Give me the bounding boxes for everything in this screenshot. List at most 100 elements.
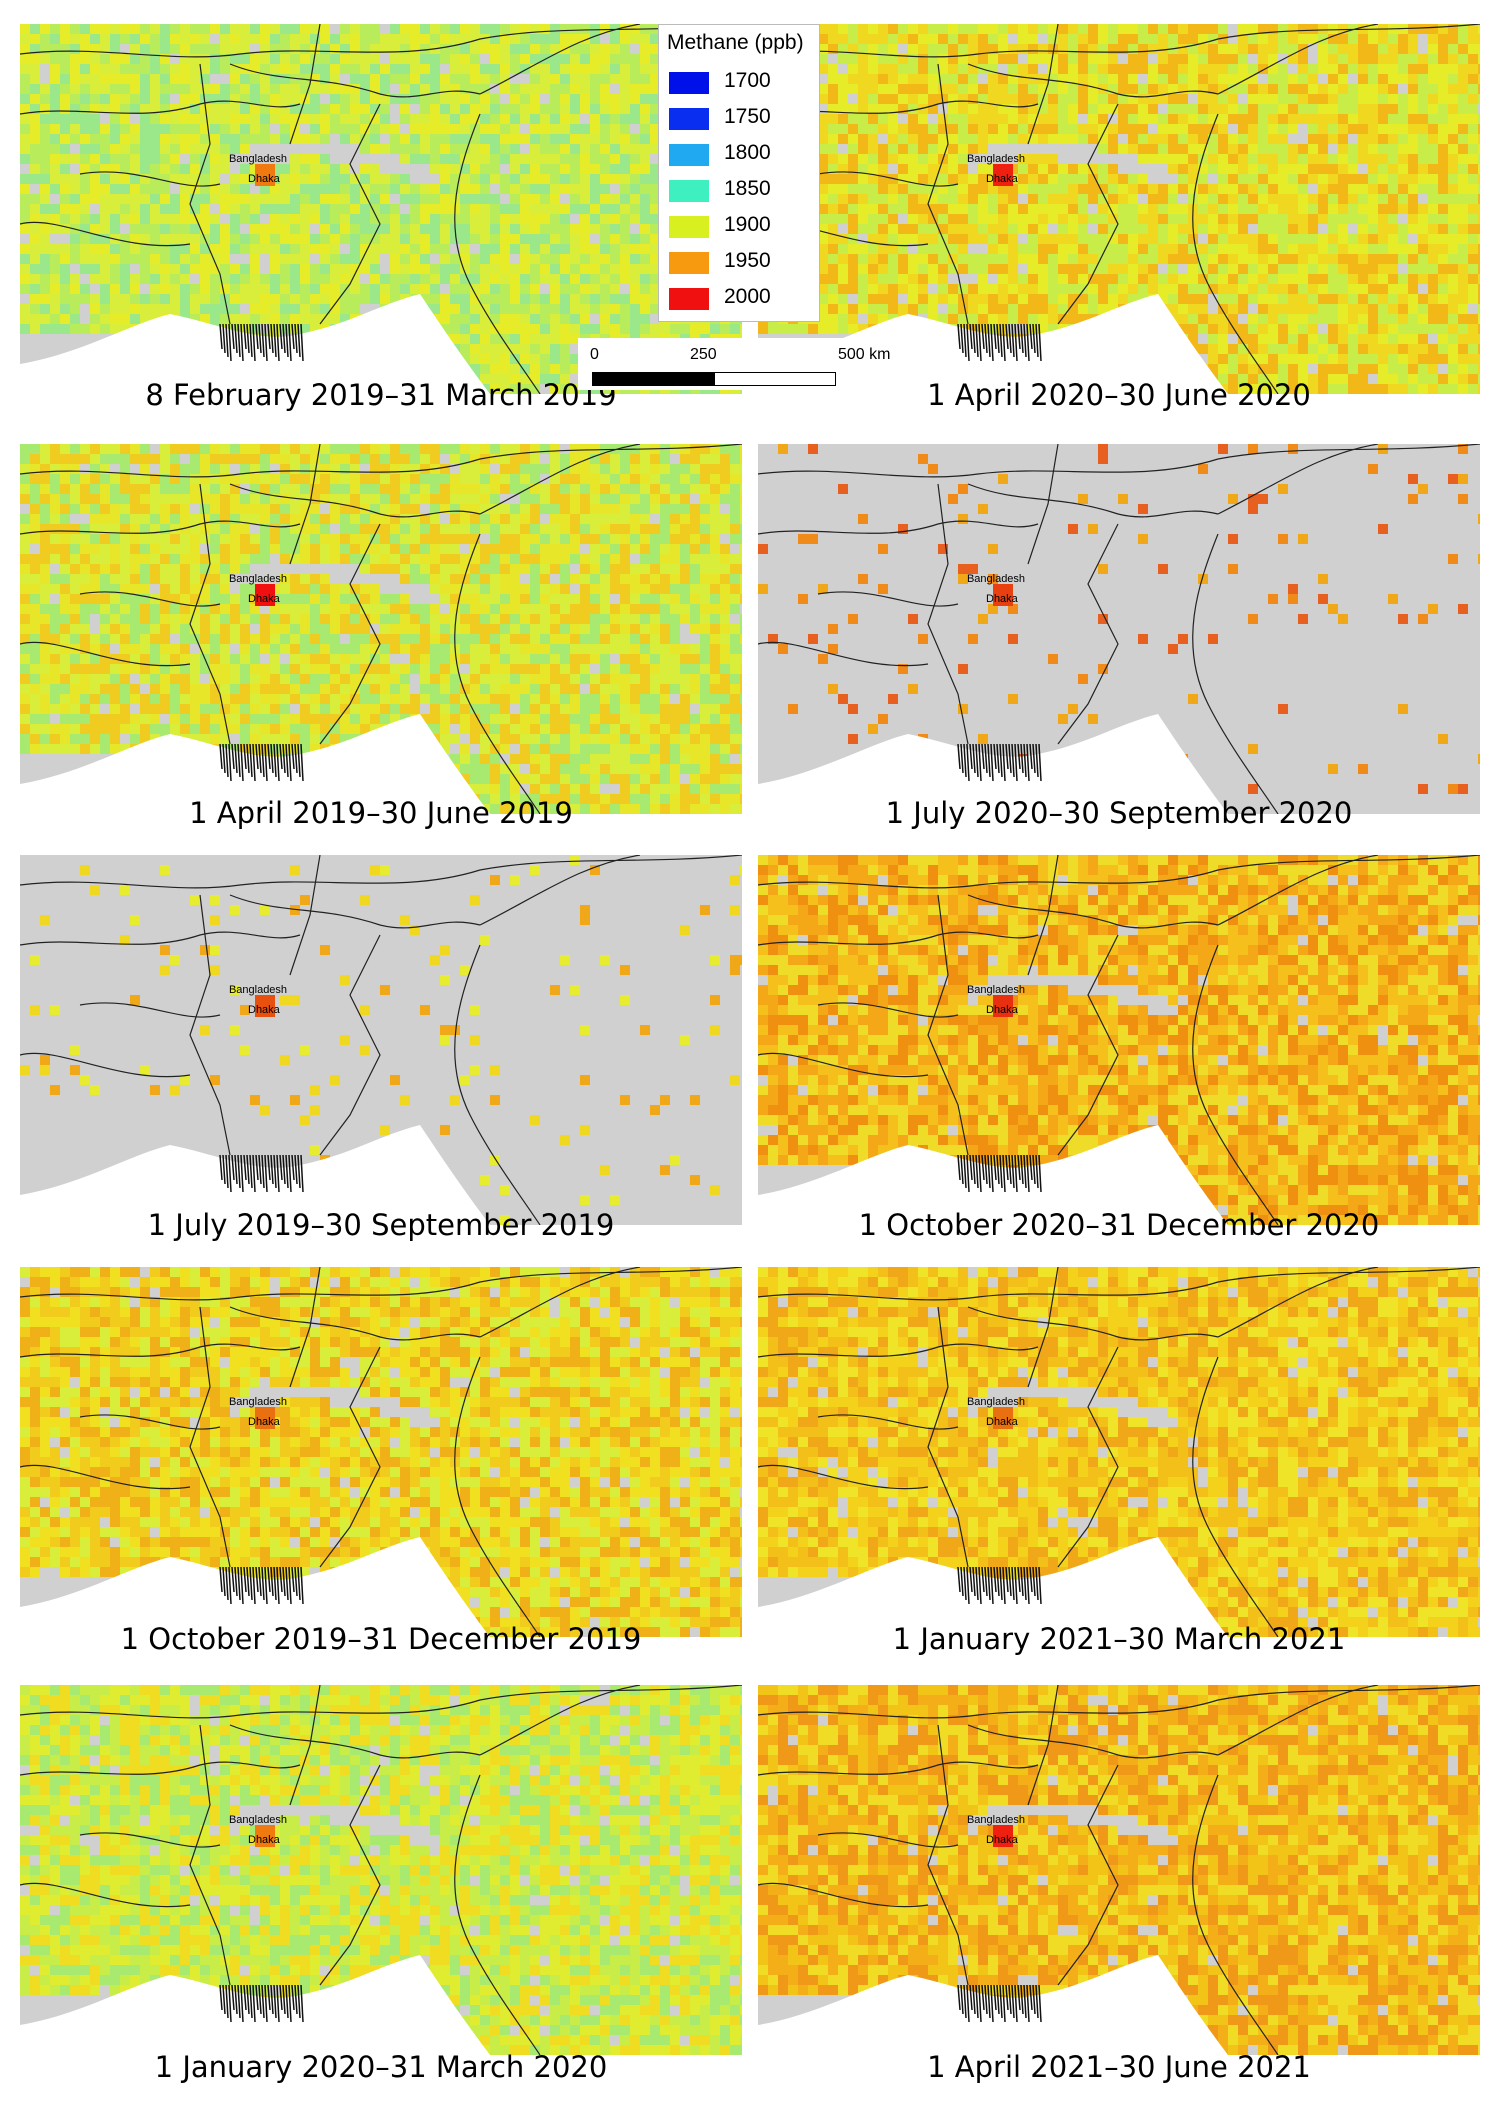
sundarbans-mark (963, 1984, 967, 2019)
border-line (927, 1724, 969, 1986)
panel-caption: 1 October 2020–31 December 2020 (858, 1208, 1380, 1242)
sundarbans-mark (240, 1984, 244, 2023)
sundarbans-mark (231, 1566, 235, 1593)
sundarbans-mark (1032, 1154, 1036, 1185)
sundarbans-mark (1032, 743, 1036, 774)
sundarbans-mark (255, 1984, 259, 2011)
border-line (289, 444, 321, 565)
panel-caption: 1 July 2019–30 September 2019 (147, 1208, 615, 1242)
sundarbans-mark (999, 1566, 1003, 1601)
border-line (758, 520, 1039, 535)
border-line (20, 1052, 191, 1078)
sundarbans-mark (993, 743, 997, 770)
border-line (319, 934, 381, 1156)
label-dhaka: Dhaka (986, 1416, 1019, 1428)
panel-caption: 1 April 2019–30 June 2019 (189, 796, 573, 830)
sundarbans-mark (1035, 1566, 1039, 1601)
sundarbans-mark (999, 1154, 1003, 1189)
border-line (20, 100, 301, 115)
border-line (454, 1356, 541, 1637)
sundarbans-mark (261, 323, 265, 358)
sundarbans-mark (255, 743, 259, 770)
sundarbans-mark (222, 1984, 226, 2015)
sundarbans-mark (1005, 1154, 1009, 1181)
label-bangladesh: Bangladesh (967, 1396, 1025, 1408)
sundarbans-mark (1014, 1566, 1018, 1605)
sundarbans-mark (282, 1566, 286, 1597)
panel-caption: 1 April 2020–30 June 2020 (927, 378, 1311, 412)
sundarbans-mark (225, 1154, 229, 1189)
sundarbans-mark (978, 1984, 982, 2023)
sundarbans-mark (1008, 1984, 1012, 2015)
sundarbans-mark (996, 743, 1000, 774)
sundarbans-mark (1011, 323, 1015, 358)
sundarbans-mark (276, 1984, 280, 2023)
sundarbans-mark (300, 743, 304, 782)
border-line (79, 1832, 221, 1848)
sundarbans-mark (261, 1984, 265, 2019)
sundarbans-mark (234, 1984, 238, 2015)
sundarbans-mark (222, 743, 226, 774)
border-line (20, 1761, 301, 1776)
sundarbans-mark (297, 1566, 301, 1601)
sundarbans-mark (273, 1566, 277, 1601)
legend-label: 1700 (724, 69, 771, 92)
sundarbans-mark (243, 1154, 247, 1181)
sundarbans-mark (990, 323, 994, 362)
sundarbans-mark (291, 1566, 295, 1593)
border-line (758, 1761, 1039, 1776)
sundarbans-mark (990, 743, 994, 782)
sundarbans-mark (1035, 323, 1039, 358)
sundarbans-mark (969, 1566, 973, 1593)
sundarbans-mark (957, 743, 961, 770)
sundarbans-mark (264, 1154, 268, 1193)
sundarbans-mark (267, 1154, 271, 1181)
sundarbans-mark (240, 743, 244, 782)
border-line (479, 1267, 641, 1338)
sundarbans-mark (984, 1984, 988, 2015)
sundarbans-mark (969, 1154, 973, 1181)
border-line (758, 1343, 1039, 1358)
scale-segment-black (592, 372, 714, 386)
sundarbans-mark (993, 1984, 997, 2011)
border-line (229, 1306, 481, 1341)
sundarbans-mark (969, 323, 973, 350)
sundarbans-mark (249, 1984, 253, 2019)
sundarbans-mark (1002, 1984, 1006, 2023)
border-line (927, 1306, 969, 1568)
border-line (20, 1267, 742, 1301)
panel-caption: 1 April 2021–30 June 2021 (927, 2050, 1311, 2084)
sundarbans-mark (222, 1566, 226, 1597)
sundarbans-mark (999, 743, 1003, 778)
sundarbans-mark (1026, 743, 1030, 782)
border-line (229, 483, 481, 518)
legend-swatch (669, 144, 709, 166)
dhaka-hotspot (993, 584, 1013, 606)
bay-of-bengal (20, 1537, 490, 1637)
sundarbans-mark (246, 743, 250, 774)
sundarbans-mark (219, 323, 223, 350)
sundarbans-mark (1008, 1566, 1012, 1597)
border-line (758, 444, 1480, 478)
sundarbans-mark (240, 1154, 244, 1193)
label-bangladesh: Bangladesh (229, 1396, 287, 1408)
sundarbans-mark (279, 743, 283, 770)
sundarbans-mark (237, 323, 241, 358)
scale-label-250: 250 (690, 346, 717, 363)
border-line (967, 894, 1219, 929)
sundarbans-mark (273, 323, 277, 358)
sundarbans-mark (267, 1984, 271, 2011)
bay-of-bengal (758, 714, 1228, 814)
border-line (758, 1464, 929, 1490)
sundarbans-mark (252, 1566, 256, 1605)
sundarbans-mark (984, 1566, 988, 1597)
panel-caption: 1 January 2021–30 March 2021 (892, 1622, 1346, 1656)
sundarbans-mark (1023, 1154, 1027, 1189)
scale-bar: 0 250 500 km (578, 338, 898, 390)
dhaka-hotspot (993, 164, 1013, 186)
label-bangladesh: Bangladesh (967, 1814, 1025, 1826)
sundarbans-mark (246, 323, 250, 354)
label-dhaka: Dhaka (986, 1004, 1019, 1016)
sundarbans-mark (267, 323, 271, 350)
sundarbans-mark (300, 1984, 304, 2023)
